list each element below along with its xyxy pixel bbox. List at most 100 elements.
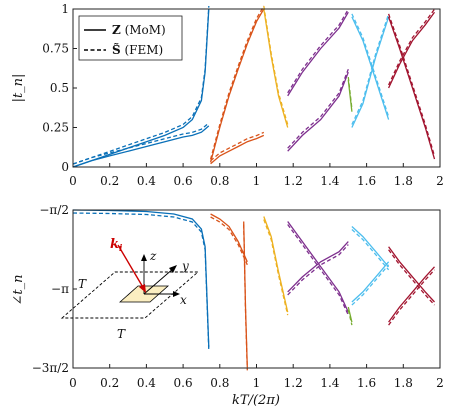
series-line-top-5	[287, 11, 349, 97]
inset-diagram: ki z y x T T	[60, 237, 200, 341]
x-label: x	[180, 293, 187, 307]
series-fem-bottom-2	[243, 224, 248, 371]
ytick-label: 0.5	[50, 81, 69, 95]
xtick-label: 1	[253, 376, 261, 390]
series-line-top-10	[387, 16, 436, 160]
xtick-label: 0.2	[100, 174, 119, 188]
series-line-bottom-5	[287, 241, 349, 293]
series-line-top-9	[351, 16, 390, 128]
xtick-label: 1.8	[394, 376, 413, 390]
xtick-label: 1.2	[284, 376, 303, 390]
ytick-label: 0.75	[42, 42, 69, 56]
ytick-label: 0.25	[42, 121, 69, 135]
series-fem-top-9	[351, 13, 390, 125]
series-fem-top-0	[72, 5, 210, 165]
xtick-label: 1.4	[320, 376, 339, 390]
series-fem-top-11	[388, 8, 436, 86]
series-line-top-11	[388, 11, 436, 89]
legend: Z (MoM) S̃ (FEM)	[78, 15, 183, 61]
series-line-top-8	[351, 16, 390, 120]
top-ylabel: |t_n|	[11, 74, 26, 103]
top-plot-area	[72, 5, 436, 168]
series-fem-top-4	[263, 5, 289, 125]
series-line-top-3	[210, 134, 265, 165]
top-xticks: 0 0.2 0.4 0.6 0.8 1 1.2 1.4 1.6 1.8 2	[69, 163, 444, 188]
series-fem-bottom-5	[287, 244, 349, 296]
xtick-label: 1.6	[357, 174, 376, 188]
ytick-label: −3π/2	[32, 361, 69, 375]
xtick-label: 1.6	[357, 376, 376, 390]
series-line-top-1	[72, 125, 210, 168]
series-line-bottom-1	[210, 213, 248, 263]
xtick-label: 0	[69, 174, 77, 188]
xlabel: kT/(2π)	[232, 393, 280, 408]
bottom-xticks: 0 0.2 0.4 0.6 0.8 1 1.2 1.4 1.6 1.8 2	[69, 364, 444, 390]
series-line-bottom-4	[287, 221, 349, 313]
lattice-cell	[60, 271, 200, 319]
series-line-bottom-8	[351, 261, 390, 303]
series-line-bottom-0	[72, 209, 210, 348]
xtick-label: 1.4	[320, 174, 339, 188]
k-arrowhead	[139, 284, 146, 293]
y-label: y	[181, 259, 189, 273]
series-line-bottom-7	[351, 226, 390, 268]
z-label: z	[149, 249, 157, 263]
series-fem-bottom-0	[72, 212, 210, 351]
k-label: ki	[110, 237, 123, 254]
xtick-label: 0.6	[174, 174, 193, 188]
y-arrowhead	[169, 265, 177, 273]
xtick-label: 1	[253, 174, 261, 188]
legend-entry-mom: Z (MoM)	[112, 23, 166, 37]
x-arrowhead	[173, 291, 180, 297]
xtick-label: 1.8	[394, 174, 413, 188]
series-fem-bottom-3	[263, 219, 289, 316]
xtick-label: 0.6	[174, 376, 193, 390]
bottom-ylabel: ∠t_n	[11, 275, 26, 306]
top-panel: 0 0.25 0.5 0.75 1 |t_n| Z (MoM) S̃ (FEM)	[11, 2, 441, 174]
series-fem-top-6	[287, 68, 349, 149]
series-fem-top-10	[387, 13, 436, 157]
series-line-top-2	[209, 8, 265, 163]
legend-box	[78, 15, 183, 61]
bottom-yticks: −3π/2 −π −π/2	[32, 203, 77, 375]
k-vector	[117, 244, 145, 290]
series-fem-top-7	[347, 77, 353, 109]
bottom-panel: −3π/2−π−π/2 0 0.2 0.4 0.6 0.8 1 1.2 1.4 1.6 1.8 2 …	[11, 163, 444, 408]
xtick-label: 0.8	[210, 376, 229, 390]
ytick-label: −π	[51, 282, 69, 296]
xtick-label: 1.2	[284, 174, 303, 188]
y-axis	[143, 267, 175, 295]
xtick-label: 0	[69, 376, 77, 390]
xtick-label: 0.2	[100, 376, 119, 390]
series-fem-top-5	[287, 8, 349, 94]
series-fem-bottom-1	[210, 216, 248, 266]
series-line-bottom-10	[388, 266, 435, 323]
ytick-label: 1	[61, 2, 69, 16]
bottom-axes-box	[72, 209, 441, 369]
xtick-label: 2	[436, 376, 444, 390]
series-fem-top-8	[351, 13, 390, 117]
series-fem-bottom-4	[287, 224, 349, 316]
xtick-label: 0.4	[137, 376, 156, 390]
series-line-bottom-2	[243, 221, 248, 368]
series-fem-top-3	[210, 131, 265, 162]
series-fem-top-2	[209, 5, 265, 160]
top-yticks: 0 0.25 0.5 0.75 1	[42, 2, 77, 174]
z-arrowhead	[141, 254, 147, 261]
series-line-bottom-9	[388, 246, 435, 303]
t-bottom-label: T	[117, 327, 126, 341]
series-line-bottom-6	[347, 306, 353, 323]
ytick-label: −π/2	[39, 203, 69, 217]
xtick-label: 0.4	[137, 174, 156, 188]
bottom-plot-area	[72, 209, 435, 371]
series-fem-bottom-7	[351, 229, 390, 271]
series-line-top-6	[287, 71, 349, 152]
legend-entry-fem: S̃ (FEM)	[112, 42, 163, 57]
series-fem-bottom-8	[351, 264, 390, 306]
xtick-label: 2	[436, 174, 444, 188]
ytick-label: 0	[61, 160, 69, 174]
series-fem-bottom-6	[347, 309, 353, 326]
xtick-label: 0.8	[210, 174, 229, 188]
t-top-label: T	[78, 277, 87, 291]
